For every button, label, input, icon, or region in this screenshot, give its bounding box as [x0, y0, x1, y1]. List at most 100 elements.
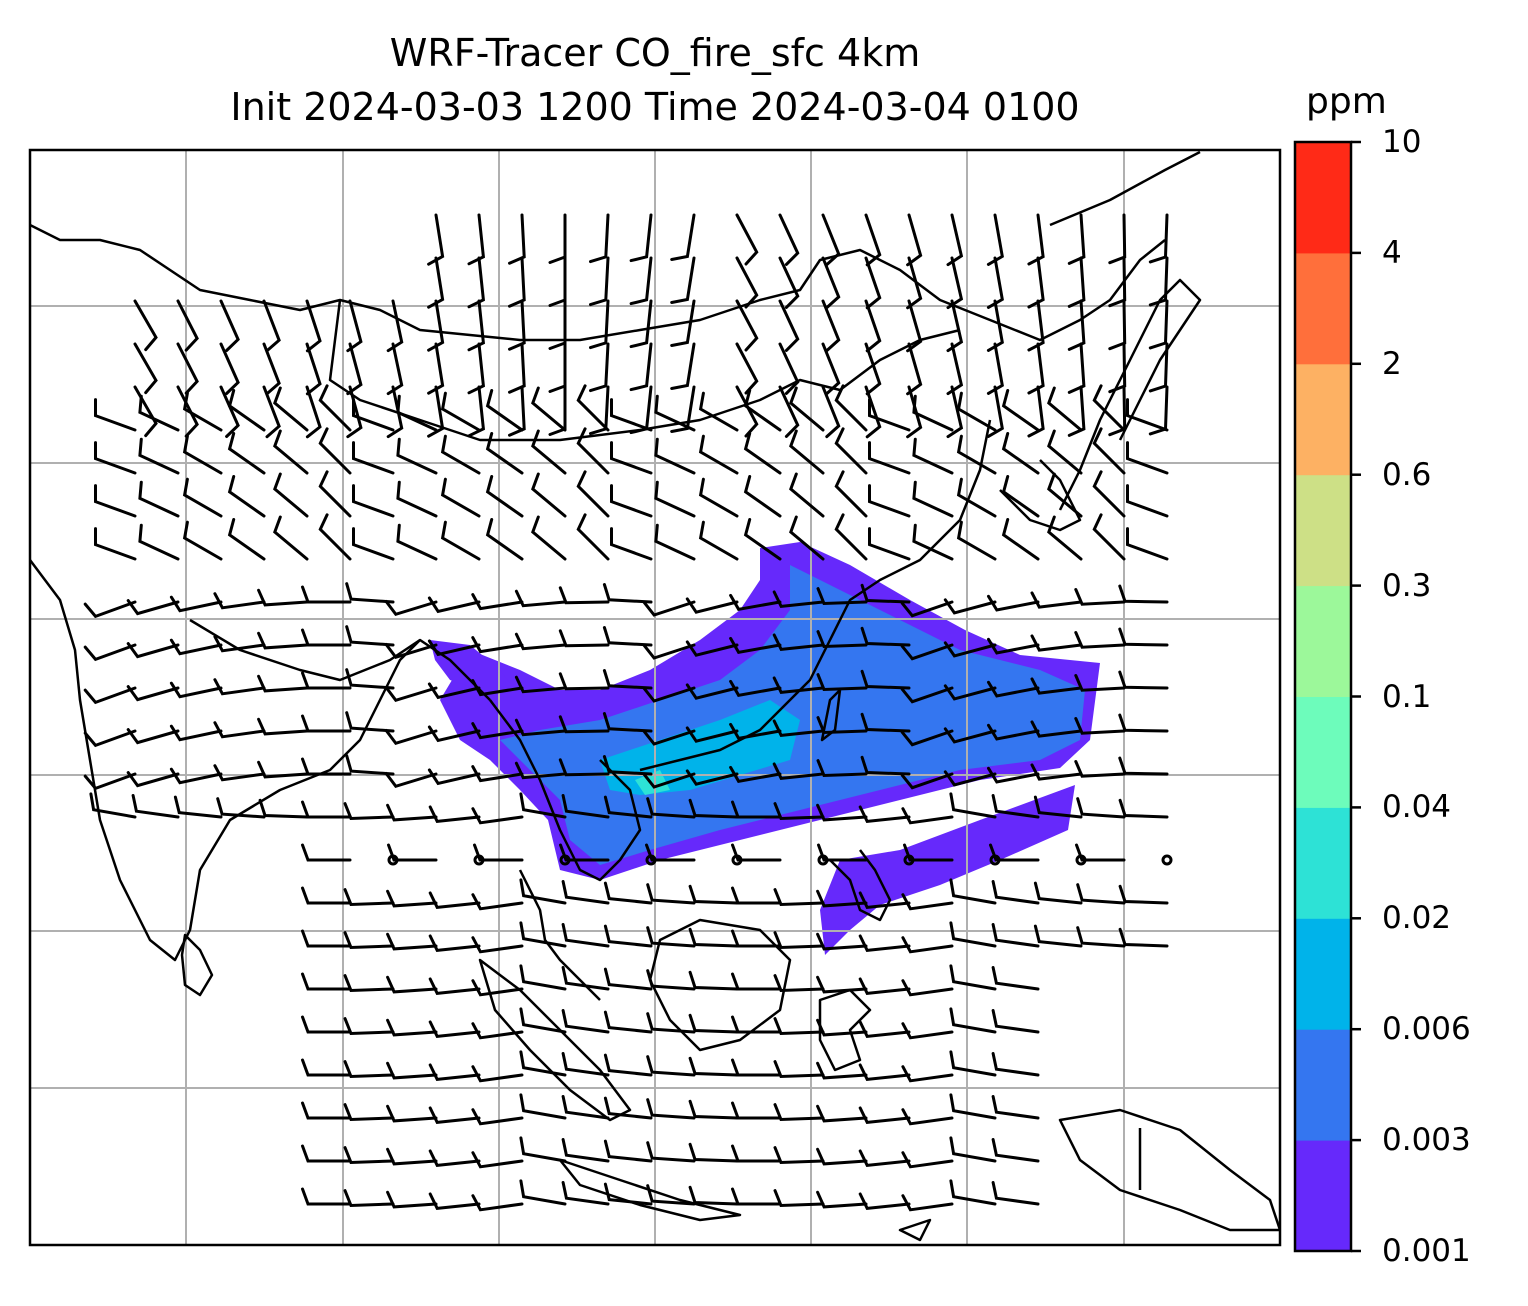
wind-barb — [273, 515, 309, 561]
wind-barb — [345, 711, 395, 733]
wind-barb — [986, 385, 1004, 438]
wind-barb — [343, 931, 395, 950]
wind-barb — [428, 1106, 481, 1125]
wind-barb — [900, 772, 954, 790]
wind-barb — [589, 342, 610, 393]
wind-barb — [514, 718, 567, 737]
wind-barb — [1092, 470, 1126, 518]
new-guinea — [1058, 1108, 1280, 1232]
wind-barb — [508, 342, 526, 394]
wind-barb — [864, 213, 882, 267]
china-east-coast — [639, 419, 992, 772]
wind-barb — [772, 676, 825, 695]
wind-barb — [987, 594, 1040, 612]
wind-barb — [858, 891, 911, 910]
wind-barb — [603, 924, 653, 948]
wind-barb — [559, 843, 610, 862]
wind-barb — [301, 1015, 352, 1034]
wind-barb — [654, 523, 696, 561]
wind-barb — [688, 927, 739, 948]
wind-barb — [731, 1015, 782, 1034]
wind-barb — [735, 299, 759, 352]
wind-barb — [1118, 584, 1169, 604]
wind-barb — [138, 437, 180, 475]
borneo — [648, 918, 792, 1052]
wind-barb — [903, 843, 954, 862]
wind-barb — [83, 600, 137, 619]
wind-barb — [471, 1022, 524, 1040]
wind-barb — [816, 716, 868, 735]
wind-barb — [821, 385, 841, 439]
wind-barb — [729, 636, 782, 654]
wind-barb — [169, 724, 223, 742]
wind-barb — [946, 342, 964, 396]
wind-barb — [548, 256, 567, 307]
wind-barb — [485, 475, 524, 518]
plume-outer-south — [820, 785, 1075, 955]
wind-barb — [352, 527, 395, 561]
wind-barb — [126, 685, 180, 702]
wind-barb — [731, 1144, 782, 1163]
wind-barb — [519, 1136, 567, 1163]
wind-barb — [126, 728, 180, 745]
wind-barb — [386, 1190, 438, 1209]
wind-barb — [1092, 513, 1126, 561]
wind-barb — [519, 921, 567, 948]
wind-barb — [688, 1142, 739, 1163]
wind-barb — [548, 342, 567, 393]
wind-barb-calm — [1161, 854, 1173, 866]
wind-barb — [1033, 924, 1083, 948]
wind-barb — [987, 680, 1040, 698]
wind-barb — [1047, 515, 1083, 561]
wind-barb — [906, 213, 923, 267]
wind-barb — [949, 921, 997, 948]
wind-barb — [485, 432, 524, 475]
wind-barb — [386, 932, 438, 951]
wind-barb — [816, 1147, 868, 1166]
wind-barb — [821, 256, 841, 310]
wind-barb — [688, 884, 739, 905]
wind-barb — [860, 712, 911, 733]
wind-barb — [731, 1187, 782, 1206]
wind-barb — [858, 1106, 911, 1125]
wind-barb — [773, 974, 825, 993]
wind-barb — [834, 384, 868, 432]
wind-barb — [858, 977, 911, 996]
wind-barb — [467, 342, 486, 395]
wind-barb — [743, 432, 782, 475]
wind-barb — [901, 1151, 954, 1169]
wind-barb — [440, 434, 481, 475]
wind-barb — [778, 299, 800, 352]
wind-barb — [1067, 299, 1086, 351]
wind-barb — [213, 592, 266, 610]
wind-barb — [471, 722, 524, 740]
wind-barb — [685, 683, 739, 700]
wind-barb — [912, 394, 954, 432]
wind-barb — [773, 1017, 825, 1036]
indochina — [489, 699, 642, 882]
wind-barb — [698, 477, 739, 518]
colorbar-tick-label: 0.001 — [1382, 1233, 1471, 1269]
wind-barb — [89, 792, 137, 819]
colorbar-tick-label: 10 — [1382, 124, 1422, 160]
wind-barb — [864, 299, 882, 353]
wind-barb — [133, 299, 158, 352]
wind-barb — [900, 686, 954, 704]
wind-barb — [1030, 677, 1083, 695]
wind-barb — [1118, 798, 1169, 819]
wind-barb — [986, 299, 1004, 352]
wind-barb — [1027, 299, 1045, 352]
wind-barb — [731, 843, 782, 862]
wind-barb — [642, 600, 696, 617]
wind-barb — [991, 1181, 1040, 1206]
wind-barb — [1033, 795, 1083, 819]
wind-barb — [1001, 389, 1040, 432]
wind-barb — [396, 480, 438, 518]
wind-barb — [943, 684, 997, 701]
wind-barb — [305, 385, 322, 439]
wind-barb — [384, 686, 438, 703]
wind-barb — [986, 256, 1004, 309]
wind-barb — [138, 480, 180, 518]
wind-barb — [646, 1055, 696, 1077]
wind-barb — [778, 342, 800, 395]
